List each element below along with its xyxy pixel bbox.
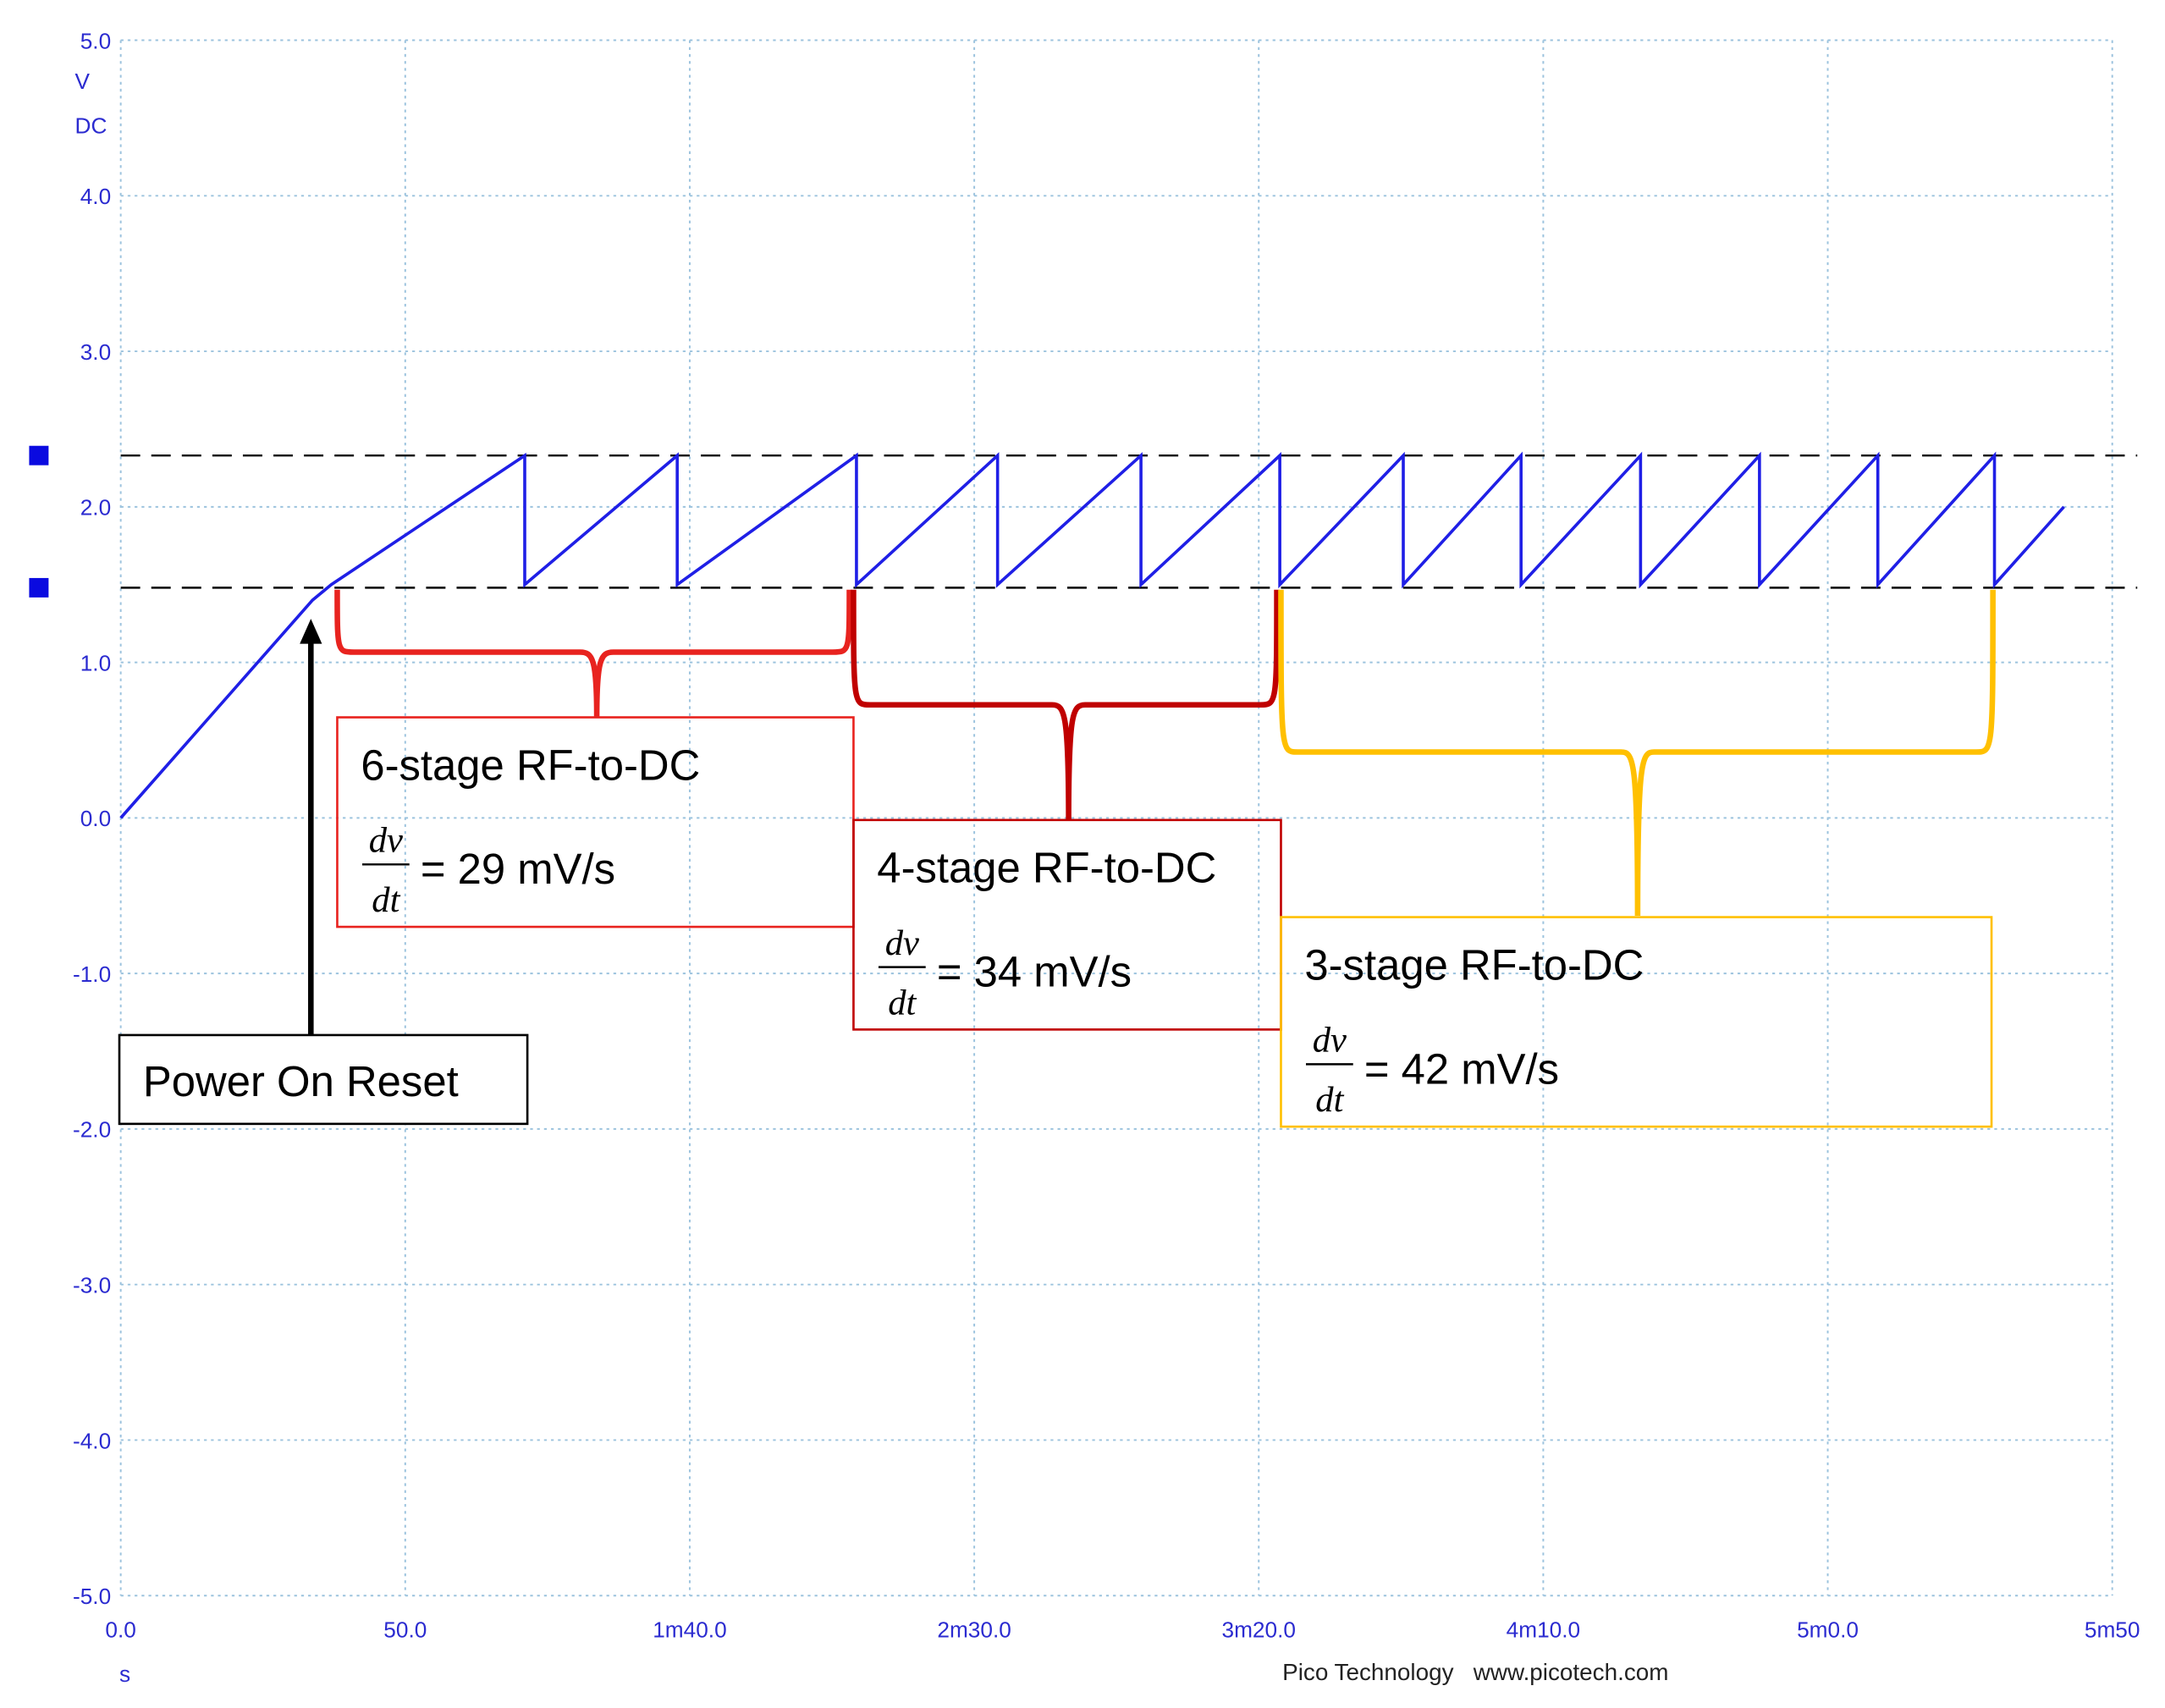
- rate-value: = 42 mV/s: [1364, 1044, 1559, 1093]
- x-tick-label: 5m50: [2085, 1617, 2140, 1642]
- y-tick-label: -1.0: [73, 961, 111, 987]
- rate-denominator: dt: [1315, 1080, 1344, 1120]
- rate-value: = 29 mV/s: [421, 845, 615, 893]
- x-tick-label: 5m0.0: [1797, 1617, 1859, 1642]
- y-tick-label: 3.0: [80, 339, 111, 365]
- x-tick-label: 50.0: [383, 1617, 427, 1642]
- x-tick-label: 1m40.0: [653, 1617, 726, 1642]
- level-marker: [29, 577, 49, 598]
- x-unit: s: [119, 1661, 130, 1687]
- y-tick-label: -3.0: [73, 1273, 111, 1298]
- rate-numerator: dv: [1313, 1021, 1347, 1061]
- annotation-title: 6-stage RF-to-DC: [361, 741, 700, 789]
- annotation-box: [1280, 916, 1993, 1128]
- annotation-title: 4-stage RF-to-DC: [877, 844, 1216, 892]
- rate-denominator: dt: [888, 983, 917, 1022]
- x-tick-label: 2m30.0: [937, 1617, 1011, 1642]
- rate-denominator: dt: [372, 880, 400, 920]
- rate-value: = 34 mV/s: [937, 948, 1132, 996]
- y-tick-label: -2.0: [73, 1117, 111, 1143]
- rate-numerator: dv: [885, 923, 919, 963]
- rate-numerator: dv: [369, 821, 403, 861]
- brace: [851, 589, 1280, 820]
- y-tick-label: 2.0: [80, 495, 111, 521]
- brace: [334, 589, 852, 718]
- brace: [1278, 589, 1996, 916]
- y-tick-label: 1.0: [80, 650, 111, 675]
- annotation-title: 3-stage RF-to-DC: [1304, 940, 1644, 989]
- y-unit: V: [75, 69, 91, 94]
- credit: Pico Technology www.picotech.com: [1282, 1659, 1668, 1685]
- y-tick-label: 4.0: [80, 184, 111, 209]
- waveform: [119, 451, 2065, 819]
- y-tick-label: -5.0: [73, 1584, 111, 1609]
- marker-box: [118, 1033, 529, 1126]
- y-tick-label: 5.0: [80, 28, 111, 53]
- arrow-head: [300, 619, 322, 644]
- y-tick-label: -4.0: [73, 1428, 111, 1453]
- level-marker: [29, 445, 49, 466]
- x-tick-label: 4m10.0: [1507, 1617, 1580, 1642]
- x-tick-label: 0.0: [105, 1617, 135, 1642]
- x-tick-label: 3m20.0: [1222, 1617, 1296, 1642]
- y-tick-label: 0.0: [80, 806, 111, 831]
- y-coupling: DC: [75, 113, 107, 138]
- marker-label: Power On Reset: [143, 1057, 459, 1105]
